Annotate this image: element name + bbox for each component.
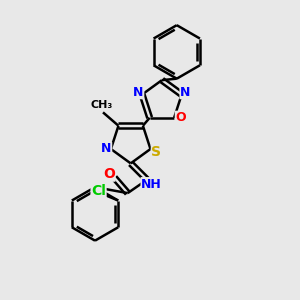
Text: NH: NH bbox=[141, 178, 162, 191]
Text: Cl: Cl bbox=[91, 184, 106, 198]
Text: N: N bbox=[133, 86, 144, 99]
Text: O: O bbox=[175, 111, 186, 124]
Text: O: O bbox=[103, 167, 115, 181]
Text: N: N bbox=[180, 86, 190, 99]
Text: N: N bbox=[101, 142, 112, 155]
Text: CH₃: CH₃ bbox=[90, 100, 112, 110]
Text: S: S bbox=[152, 145, 161, 159]
